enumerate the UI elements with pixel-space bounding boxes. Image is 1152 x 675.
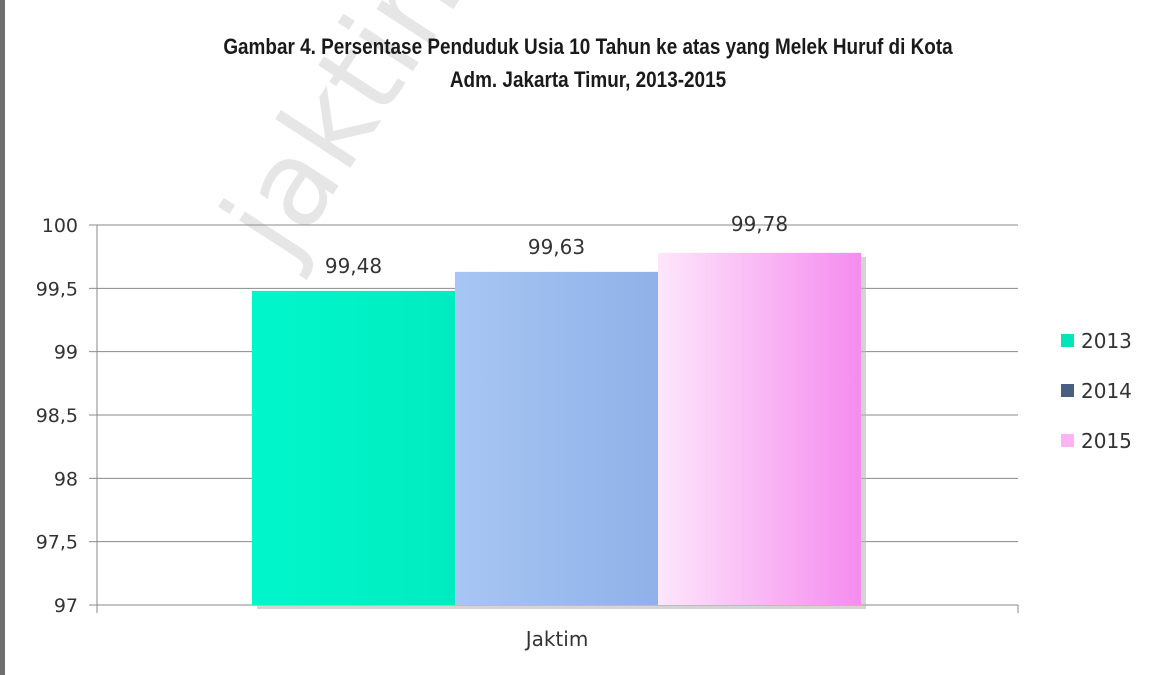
chart-title-line-2: Adm. Jakarta Timur, 2013-2015	[449, 67, 727, 92]
bar-2013	[252, 290, 455, 605]
y-tick-label: 99	[54, 342, 78, 364]
bars	[252, 252, 866, 609]
data-label-2013: 99,48	[325, 254, 382, 278]
bar-2014	[455, 271, 658, 605]
legend-label-2013: 2013	[1081, 329, 1132, 353]
y-tick-label: 100	[42, 215, 78, 237]
frame-left-border	[0, 0, 5, 675]
data-label-2014: 99,63	[528, 235, 585, 259]
y-tick-label: 97,5	[36, 532, 78, 554]
x-tick-label: Jaktim	[524, 627, 589, 651]
y-tick-label: 98,5	[36, 405, 78, 427]
bar-2015	[658, 252, 861, 605]
legend-swatch-2014	[1061, 384, 1074, 397]
y-tick-label: 97	[54, 595, 78, 617]
chart-title-line-1: Gambar 4. Persentase Penduduk Usia 10 Ta…	[223, 34, 953, 59]
legend: 2013 2014 2015	[1061, 329, 1132, 453]
y-tick-label: 98	[54, 468, 78, 490]
legend-swatch-2013	[1061, 334, 1074, 347]
labels: 99,48 99,63 99,78 Jaktim	[325, 212, 788, 651]
legend-swatch-2015	[1061, 434, 1074, 447]
chart-title: Gambar 4. Persentase Penduduk Usia 10 Ta…	[82, 30, 1093, 96]
legend-label-2014: 2014	[1081, 379, 1132, 403]
data-label-2015: 99,78	[731, 212, 788, 236]
axes: 97 97,5 98 98,5 99 99,5 100	[36, 215, 1019, 617]
legend-label-2015: 2015	[1081, 429, 1132, 453]
y-tick-label: 99,5	[36, 278, 78, 300]
